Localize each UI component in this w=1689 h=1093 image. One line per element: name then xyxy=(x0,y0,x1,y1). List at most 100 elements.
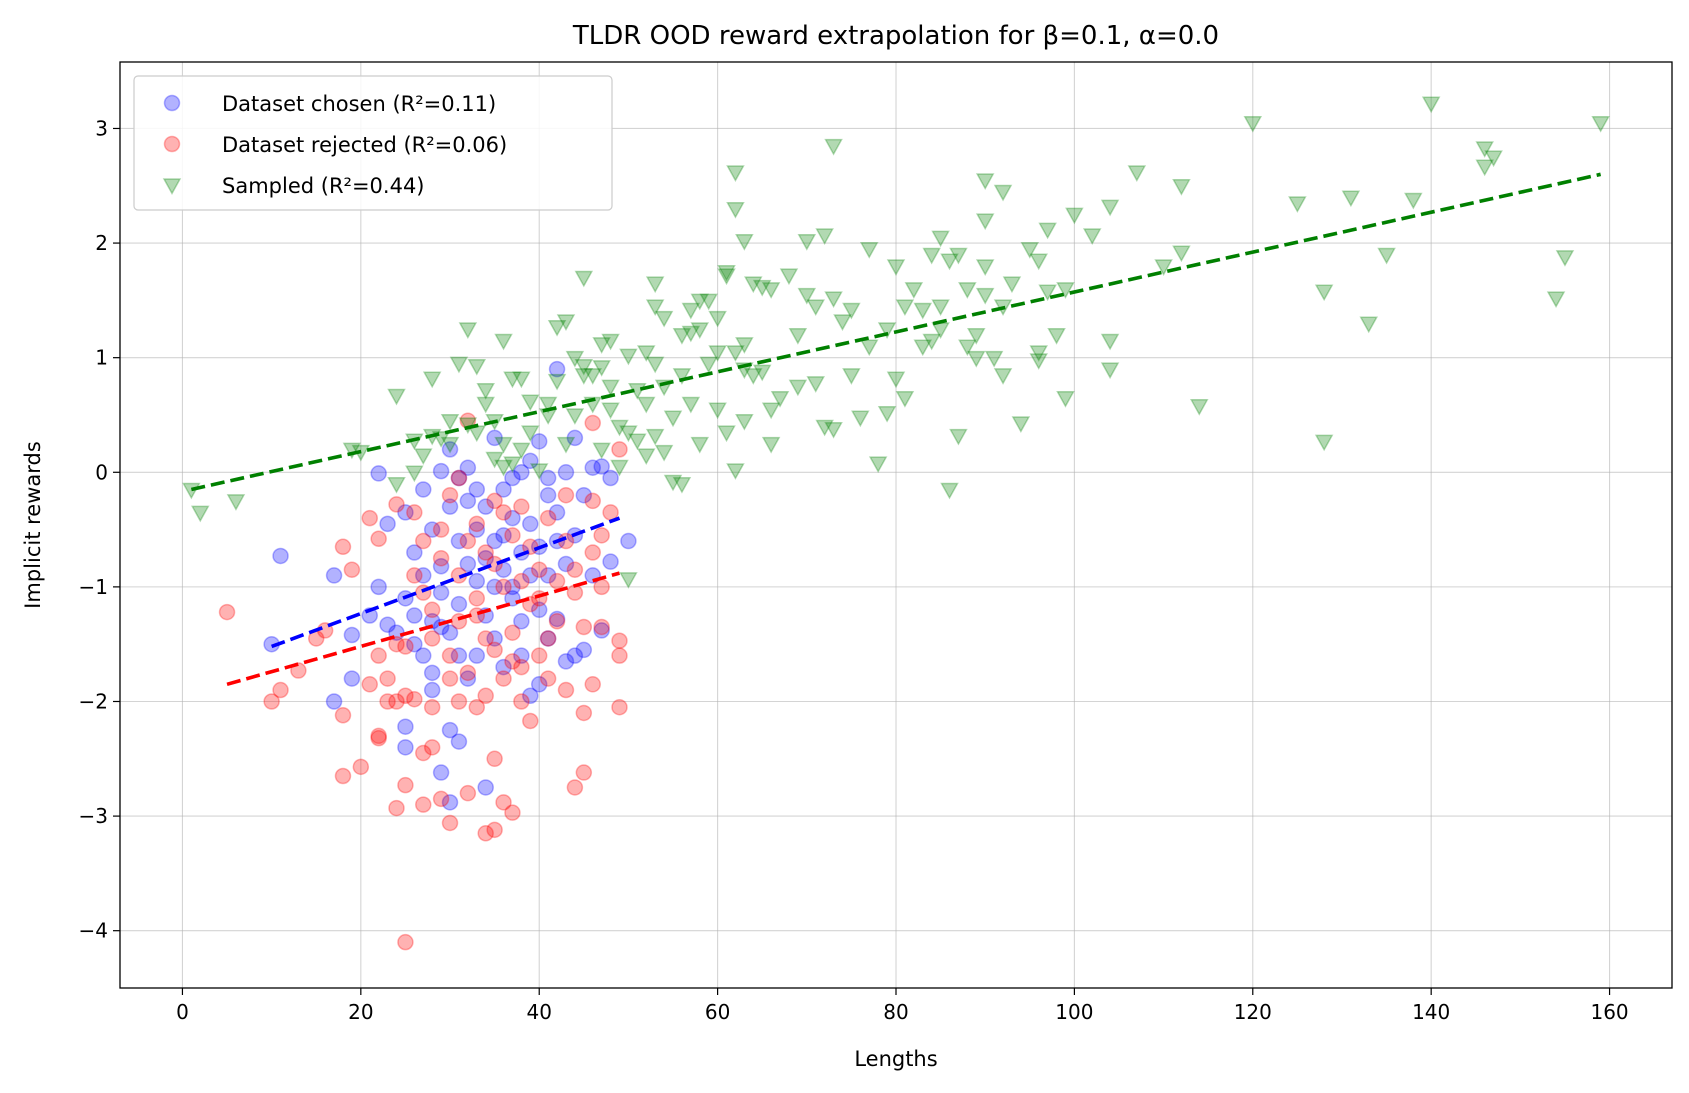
data-point xyxy=(459,784,477,802)
data-point xyxy=(1172,245,1191,263)
data-point xyxy=(958,339,977,357)
data-point xyxy=(530,433,548,450)
data-point xyxy=(370,647,387,664)
data-point xyxy=(726,201,745,219)
data-point xyxy=(806,376,825,393)
data-point xyxy=(495,578,512,596)
data-point xyxy=(548,360,566,378)
data-point xyxy=(975,287,995,305)
data-point xyxy=(494,436,513,454)
data-point xyxy=(699,356,718,374)
data-point xyxy=(1243,115,1263,133)
data-point xyxy=(513,693,530,710)
data-point xyxy=(486,578,503,596)
data-point xyxy=(636,396,656,414)
data-point xyxy=(397,638,414,655)
data-point xyxy=(592,442,611,460)
legend-box xyxy=(133,75,613,211)
data-point xyxy=(601,379,620,397)
data-point xyxy=(495,670,512,687)
data-point xyxy=(593,618,610,636)
data-point xyxy=(522,687,539,705)
data-point xyxy=(486,555,503,573)
data-point xyxy=(833,314,852,331)
data-point xyxy=(486,821,503,839)
data-point xyxy=(619,425,638,443)
data-point xyxy=(1172,179,1191,196)
data-point xyxy=(468,521,486,538)
data-point xyxy=(441,794,459,811)
data-point xyxy=(611,632,628,649)
data-point xyxy=(450,693,468,710)
data-point xyxy=(1314,434,1334,452)
data-point xyxy=(557,555,575,573)
data-point xyxy=(602,553,619,570)
data-point xyxy=(886,259,906,276)
data-point xyxy=(415,744,432,762)
data-point xyxy=(788,328,808,345)
data-point xyxy=(547,319,567,337)
data-point xyxy=(423,630,441,647)
x-tick-label: 0 xyxy=(176,1000,189,1024)
y-tick-label: −2 xyxy=(79,689,108,713)
legend-marker xyxy=(162,178,182,195)
data-point xyxy=(824,421,843,439)
data-point xyxy=(557,653,575,670)
data-point xyxy=(406,504,423,521)
data-point xyxy=(486,532,503,550)
data-point xyxy=(993,184,1013,202)
data-point xyxy=(432,764,450,781)
data-point xyxy=(539,567,557,584)
data-point xyxy=(1421,96,1441,114)
data-point xyxy=(663,474,683,492)
data-point xyxy=(761,436,781,454)
data-point xyxy=(619,348,638,366)
data-point xyxy=(574,270,594,288)
data-point xyxy=(592,337,611,354)
data-point xyxy=(477,825,494,842)
legend-label: Sampled (R²=0.44) xyxy=(222,174,425,198)
data-point xyxy=(565,408,585,425)
data-point xyxy=(868,456,888,474)
data-point xyxy=(708,345,727,362)
y-tick-label: −4 xyxy=(79,919,108,943)
data-point xyxy=(432,521,450,538)
data-point xyxy=(575,618,593,636)
data-point xyxy=(423,681,441,699)
data-points xyxy=(182,96,1610,951)
data-point xyxy=(1082,228,1102,245)
data-point xyxy=(1154,259,1173,276)
y-tick-label: 1 xyxy=(95,346,108,370)
data-point xyxy=(904,282,924,299)
data-point xyxy=(975,173,995,190)
data-point xyxy=(611,647,628,664)
x-tick-label: 140 xyxy=(1412,1000,1450,1024)
data-point xyxy=(459,492,477,510)
data-point xyxy=(824,291,843,309)
data-point xyxy=(815,419,834,437)
legend-label: Dataset chosen (R²=0.11) xyxy=(222,92,496,116)
data-point xyxy=(601,402,620,420)
data-point xyxy=(788,379,808,397)
data-point xyxy=(744,368,763,385)
data-point xyxy=(1484,150,1503,168)
data-point xyxy=(334,538,352,556)
data-point xyxy=(432,558,450,575)
data-point xyxy=(486,750,503,768)
data-point xyxy=(940,253,959,271)
data-point xyxy=(272,547,289,565)
data-point xyxy=(611,698,628,716)
data-point xyxy=(513,647,530,664)
data-point xyxy=(432,462,450,480)
data-point xyxy=(413,448,433,466)
data-point xyxy=(530,561,548,578)
data-point xyxy=(967,350,986,368)
x-tick-label: 160 xyxy=(1590,1000,1628,1024)
y-tick-label: 3 xyxy=(95,116,108,140)
data-point xyxy=(565,350,585,368)
data-point xyxy=(504,624,521,641)
data-point xyxy=(263,693,280,710)
data-point xyxy=(931,230,950,248)
data-point xyxy=(397,687,414,705)
data-point xyxy=(441,814,459,832)
